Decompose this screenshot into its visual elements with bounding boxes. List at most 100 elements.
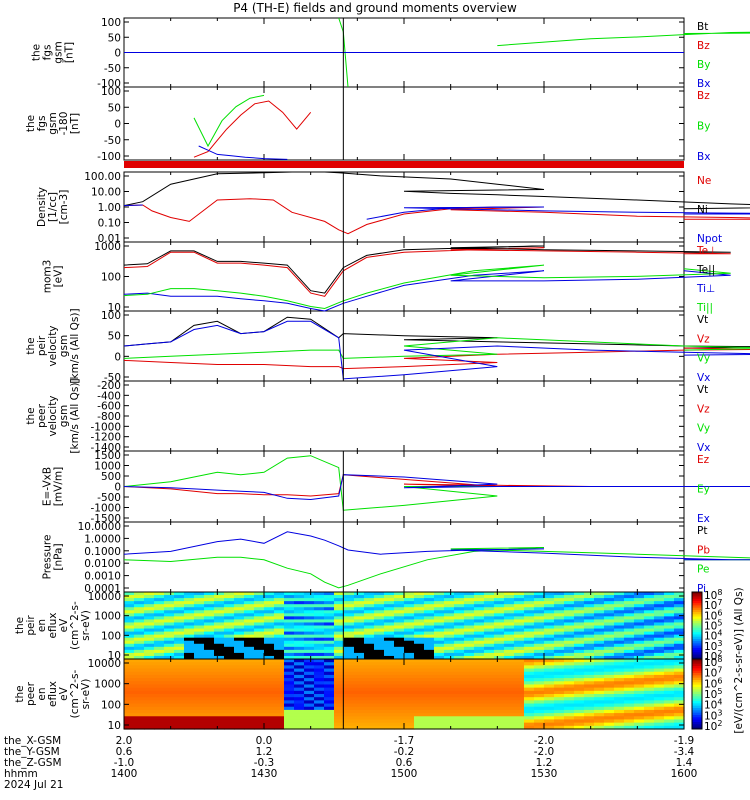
heatmap-cell [674,725,685,730]
heatmap-cell [544,687,555,692]
heatmap-cell [394,713,405,717]
y-axis-label: [nT] [64,42,76,63]
heatmap-cell [404,719,415,724]
heatmap-cell [514,687,525,692]
heatmap-cell [654,697,665,701]
heatmap-cell [564,616,575,621]
heatmap-cell [434,700,445,705]
heatmap-cell [564,646,575,651]
heatmap-cell [464,703,475,708]
heatmap-cell [344,628,355,633]
heatmap-cell [254,613,265,617]
heatmap-cell [644,668,655,673]
heatmap-cell [364,674,375,679]
heatmap-cell [664,598,675,602]
heatmap-cell [574,634,585,639]
heatmap-cell [524,601,535,605]
heatmap-cell [454,662,465,666]
colorbar-cell [692,659,702,662]
heatmap-cell [644,716,655,721]
heatmap-cell [344,706,355,711]
ephemeris-value: -1.0 [114,757,135,769]
heatmap-cell [364,709,375,714]
heatmap-cell [424,607,435,611]
colorbar-cell [692,598,702,602]
heatmap-cell [294,637,305,642]
heatmap-cell [634,697,645,701]
heatmap-cell [614,607,625,611]
y-tick-label: 0 [114,48,121,60]
heatmap-cell [284,674,295,679]
heatmap-cell [324,637,335,642]
heatmap-cell [614,604,625,608]
heatmap-cell [574,598,585,602]
heatmap-cell [534,655,545,660]
heatmap-cell [224,716,235,721]
heatmap-cell [604,610,615,614]
heatmap-cell [214,662,225,666]
ephemeris-row-label: the_Z-GSM [4,757,62,769]
heatmap-cell [674,637,685,642]
heatmap-cell [274,634,285,639]
heatmap-cell [624,640,635,645]
heatmap-cell [364,690,375,695]
heatmap-cell [164,598,175,602]
heatmap-cell [234,709,245,714]
heatmap-cell [424,610,435,614]
heatmap-cell [514,643,525,648]
heatmap-cell [324,697,335,701]
heatmap-cell [154,652,165,657]
heatmap-cell [494,631,505,636]
heatmap-cell [344,697,355,701]
colorbar-cell [692,632,702,635]
heatmap-cell [614,619,625,624]
heatmap-cell [194,604,205,608]
heatmap-cell [674,671,685,676]
heatmap-cell [204,662,215,666]
heatmap-cell [414,700,425,705]
heatmap-cell [144,592,155,596]
heatmap-cell [624,604,635,608]
heatmap-cell [404,709,415,714]
heatmap-cell [594,643,605,648]
heatmap-cell [174,722,185,727]
heatmap-cell [434,598,445,602]
heatmap-cell [194,694,205,698]
heatmap-cell [384,652,395,657]
heatmap-cell [264,598,275,602]
heatmap-cell [494,595,505,599]
heatmap-cell [584,655,595,660]
heatmap-cell [604,625,615,630]
heatmap-cell [194,622,205,627]
y-tick-label: 100.00 [84,171,121,183]
heatmap-cell [234,607,245,611]
heatmap-cell [184,719,195,724]
heatmap-cell [204,671,215,676]
heatmap-cell [584,592,595,596]
heatmap-cell [354,649,365,654]
heatmap-cell [394,601,405,605]
heatmap-cell [454,652,465,657]
heatmap-cell [444,610,455,614]
heatmap-cell [284,592,295,596]
heatmap-cell [624,595,635,599]
heatmap-cell [514,601,525,605]
heatmap-cell [514,622,525,627]
heatmap-cell [234,613,245,617]
heatmap-cell [454,694,465,698]
y-axis-label: sr-eV) [80,679,92,710]
colorbar-cell [692,726,702,730]
heatmap-cell [554,684,565,689]
heatmap-cell [134,613,145,617]
heatmap-cell [534,595,545,599]
y-axis-label: [mV/m] [53,467,65,506]
heatmap-cell [134,684,145,689]
heatmap-cell [674,674,685,679]
heatmap-cell [534,625,545,630]
heatmap-cell [474,687,485,692]
heatmap-cell [634,622,645,627]
ephemeris-value: 0.6 [396,757,413,769]
heatmap-cell [474,671,485,676]
heatmap-cell [454,700,465,705]
heatmap-cell [464,622,475,627]
